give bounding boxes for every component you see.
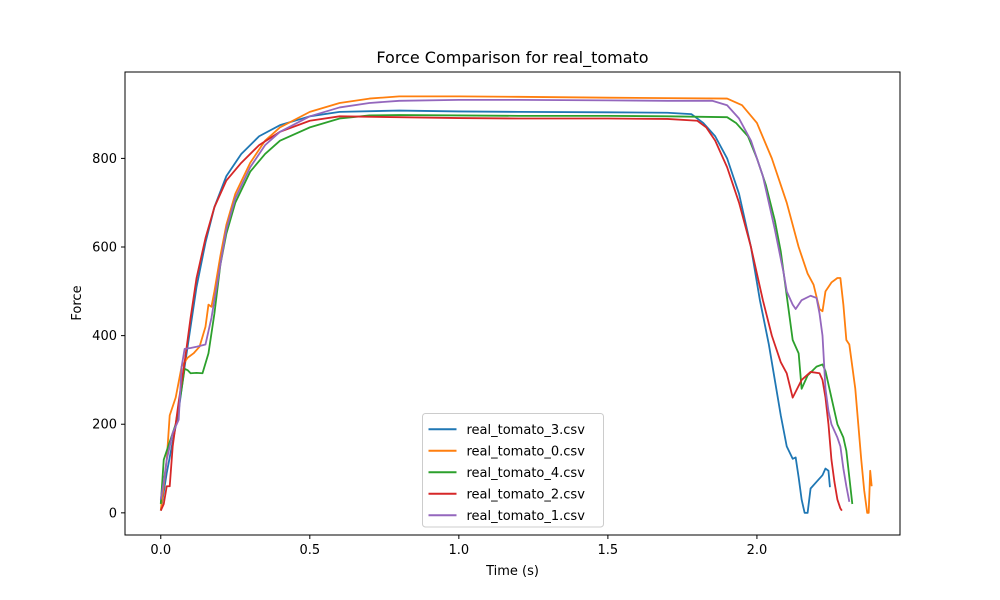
legend: real_tomato_3.csv real_tomato_0.csv real_t… (422, 413, 604, 528)
series-line-4 (159, 99, 851, 502)
y-tick-label: 400 (92, 329, 117, 344)
legend-label-4: real_tomato_1.csv (467, 509, 586, 524)
y-tick-label: 600 (92, 241, 117, 256)
legend-label-3: real_tomato_2.csv (467, 487, 586, 502)
y-tick-label: 200 (92, 418, 117, 433)
x-tick-label: 0.0 (150, 543, 171, 558)
legend-label-0: real_tomato_3.csv (467, 423, 586, 438)
x-tick-label: 0.5 (299, 543, 320, 558)
series-line-2 (159, 114, 854, 505)
legend-label-2: real_tomato_4.csv (467, 466, 586, 481)
y-axis-label: Force (70, 285, 85, 320)
x-axis-label: Time (s) (485, 564, 539, 579)
x-tick-label: 2.0 (747, 543, 768, 558)
x-tick-label: 1.0 (449, 543, 470, 558)
y-tick-label: 0 (109, 506, 117, 521)
series-line-1 (159, 95, 873, 514)
y-tick-label: 800 (92, 152, 117, 167)
legend-label-1: real_tomato_0.csv (467, 444, 586, 459)
series-line-0 (159, 109, 831, 514)
legend-box (422, 413, 604, 528)
chart-title: Force Comparison for real_tomato (376, 48, 648, 68)
series-line-3 (159, 115, 843, 512)
axes-frame (124, 71, 901, 536)
plot-area: 0.0 0.5 1.0 1.5 2.0 0 200 400 600 800 (92, 71, 901, 558)
x-tick-label: 1.5 (598, 543, 619, 558)
